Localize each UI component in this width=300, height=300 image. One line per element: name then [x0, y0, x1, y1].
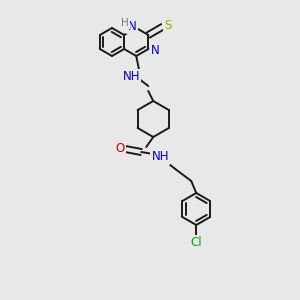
Text: O: O [116, 142, 125, 155]
Text: Cl: Cl [190, 236, 202, 250]
Text: S: S [164, 19, 171, 32]
Text: N: N [151, 44, 160, 56]
Text: N: N [128, 20, 136, 32]
Text: NH: NH [122, 70, 140, 83]
Text: H: H [122, 18, 129, 28]
Text: NH: NH [152, 151, 169, 164]
